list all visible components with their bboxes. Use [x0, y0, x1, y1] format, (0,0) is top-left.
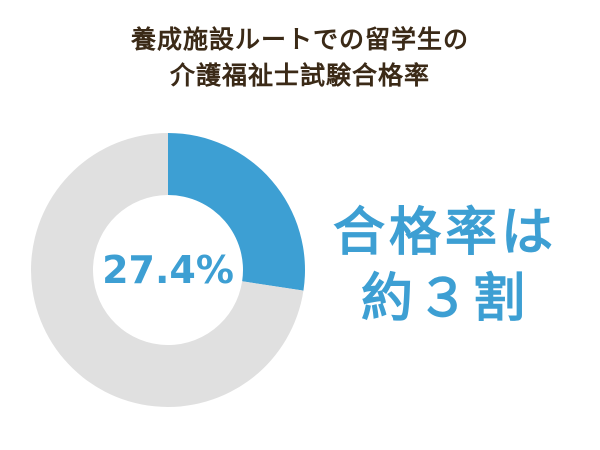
callout-line-2: 約３割: [360, 269, 529, 329]
slice-pass-rate: [168, 133, 305, 291]
callout-line-1: 合格率は: [332, 203, 557, 263]
title-line-1: 養成施設ルートでの留学生の: [130, 25, 469, 54]
center-label: 27.4%: [102, 248, 234, 292]
callout-text: 合格率は 約３割: [310, 200, 580, 332]
title-line-2: 介護福祉士試験合格率: [169, 61, 430, 90]
slice-remainder: [30, 133, 304, 407]
chart-title: 養成施設ルートでの留学生の 介護福祉士試験合格率: [0, 22, 600, 94]
